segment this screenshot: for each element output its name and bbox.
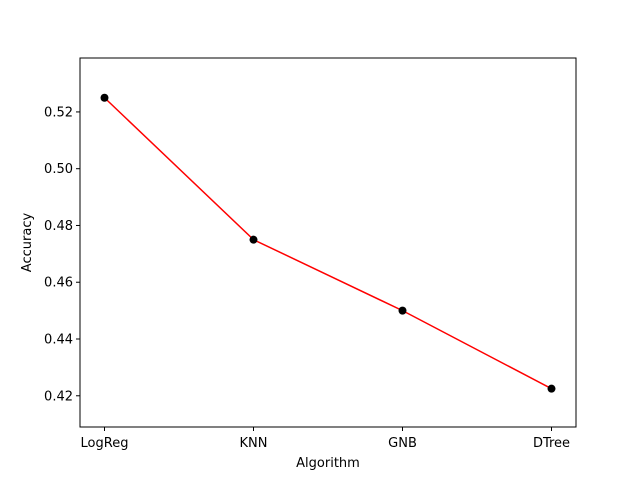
y-axis: 0.42 0.44 0.46 0.48 0.50 0.52	[44, 105, 80, 404]
x-tick-label: DTree	[533, 436, 570, 451]
y-tick-label: 0.42	[44, 389, 73, 404]
y-tick-label: 0.46	[44, 276, 73, 291]
x-tick-label: LogReg	[81, 436, 129, 451]
y-tick-label: 0.52	[44, 105, 73, 120]
x-axis-label: Algorithm	[296, 456, 360, 471]
x-tick-label: GNB	[388, 436, 417, 451]
y-axis-label: Accuracy	[20, 213, 35, 273]
y-tick-label: 0.48	[44, 219, 73, 234]
y-tick-label: 0.50	[44, 162, 73, 177]
series-line	[103, 97, 552, 390]
data-point-dtree	[547, 384, 556, 393]
series-layer	[100, 93, 556, 393]
x-axis: LogReg KNN GNB DTree	[81, 427, 570, 451]
x-tick-label: KNN	[240, 436, 268, 451]
y-tick-label: 0.44	[44, 333, 73, 348]
plot-frame	[79, 57, 577, 428]
data-point-gnb	[398, 306, 407, 315]
data-point-logreg	[100, 93, 109, 102]
data-point-knn	[249, 235, 258, 244]
